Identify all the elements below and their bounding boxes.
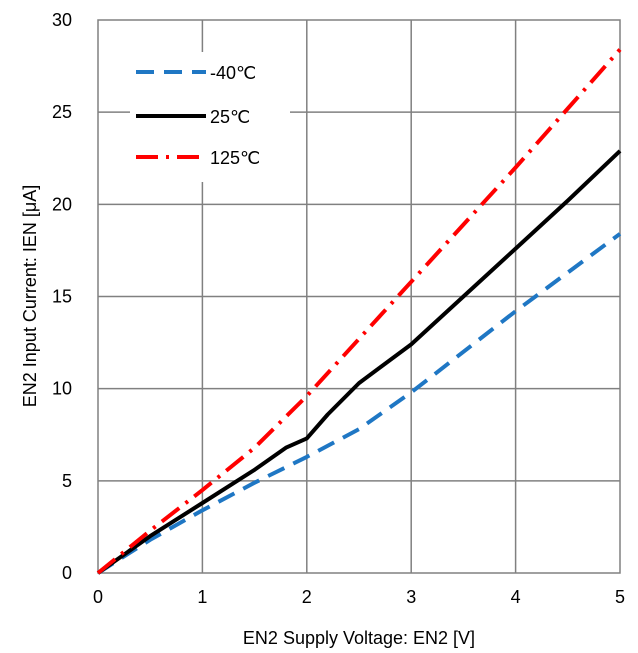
series-line-0	[96, 232, 622, 575]
x-tick-label: 1	[197, 587, 207, 607]
grid-lines	[98, 20, 620, 573]
legend: -40℃ 25℃ 125℃	[130, 52, 290, 182]
legend-label-125: 125℃	[210, 148, 260, 168]
series-line-1	[96, 149, 622, 575]
y-tick-label: 5	[62, 471, 72, 491]
y-axis-title: EN2 Input Current: IEN [μA]	[20, 185, 40, 407]
y-tick-label: 0	[62, 563, 72, 583]
x-axis-title: EN2 Supply Voltage: EN2 [V]	[243, 628, 475, 648]
x-tick-label: 0	[93, 587, 103, 607]
plot-area-frame	[97, 19, 621, 574]
legend-label-25: 25℃	[210, 107, 250, 127]
y-tick-label: 15	[52, 287, 72, 307]
series-layer	[96, 48, 622, 575]
x-tick-label: 4	[511, 587, 521, 607]
x-tick-label: 5	[615, 587, 625, 607]
y-tick-label: 10	[52, 379, 72, 399]
y-tick-label: 20	[52, 194, 72, 214]
legend-label-minus40: -40℃	[210, 63, 256, 83]
tick-labels: 0 1 2 3 4 5 0 5 10 15 20 25 30	[52, 10, 625, 607]
y-tick-label: 25	[52, 102, 72, 122]
y-tick-label: 30	[52, 10, 72, 30]
x-tick-label: 3	[406, 587, 416, 607]
x-tick-label: 2	[302, 587, 312, 607]
